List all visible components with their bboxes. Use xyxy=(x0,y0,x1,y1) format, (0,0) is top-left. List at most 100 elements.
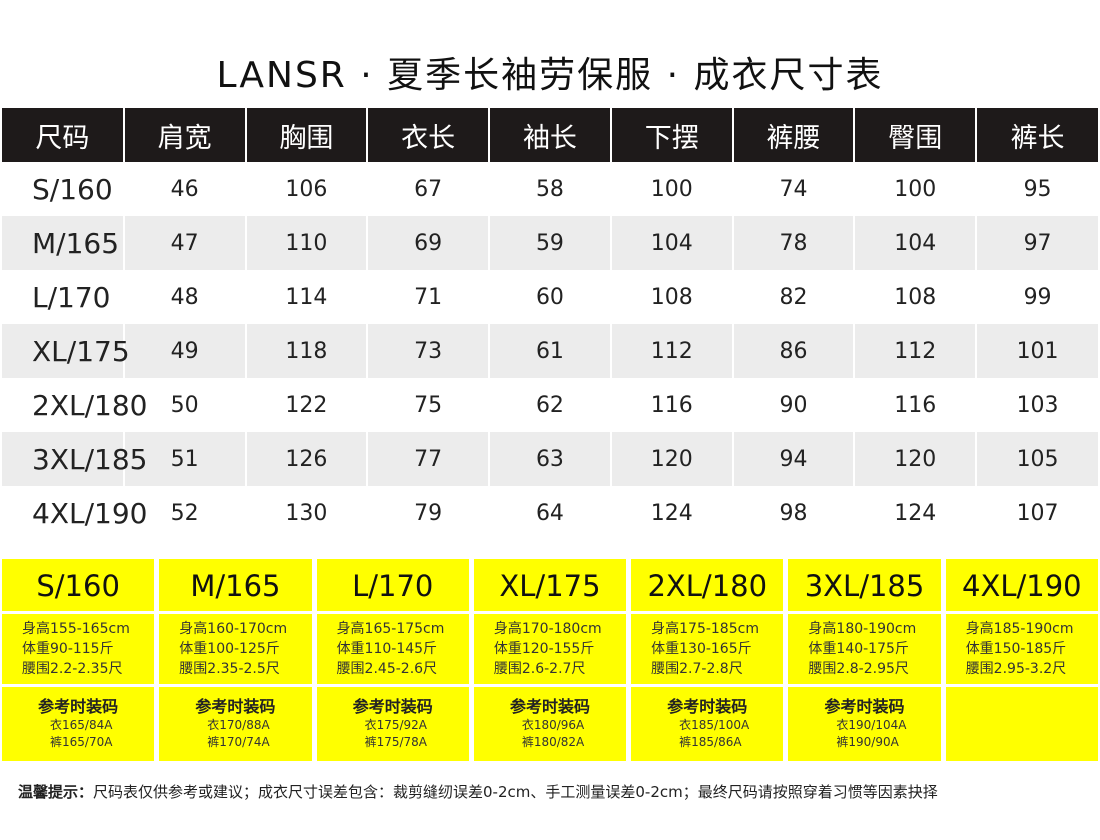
fashion-size-line: 裤180/82A xyxy=(521,735,585,749)
measure-cell: 82 xyxy=(731,270,855,324)
measure-cell: 120 xyxy=(853,432,977,486)
size-cell: L/170 xyxy=(2,270,124,324)
body-measurements: 身高160-170cm 体重100-125斤 腰围2.35-2.5尺 xyxy=(159,614,312,684)
reference-size-label: L/170 xyxy=(316,559,469,611)
table-row: XL/175 49 118 73 61 112 86 112 101 xyxy=(2,324,1098,378)
measurement-line: 体重120-155斤 xyxy=(493,641,595,657)
size-cell: S/160 xyxy=(2,162,124,216)
size-reference-column: M/165 身高160-170cm 体重100-125斤 腰围2.35-2.5尺 参考时… xyxy=(159,559,312,764)
body-measurements: 身高175-185cm 体重130-165斤 腰围2.7-2.8尺 xyxy=(631,614,784,684)
fashion-size-line: 衣170/88A xyxy=(207,718,270,732)
tip-text: 尺码表仅供参考或建议；成衣尺寸误差包含：裁剪缝纫误差0-2cm、手工测量误差0-… xyxy=(93,783,938,801)
table-row: S/160 46 106 67 58 100 74 100 95 xyxy=(2,162,1098,216)
measure-cell: 58 xyxy=(488,162,611,216)
measure-cell: 94 xyxy=(731,432,855,486)
size-cell: XL/175 xyxy=(2,324,130,378)
measure-cell: 67 xyxy=(366,162,490,216)
measure-cell: 61 xyxy=(488,324,611,378)
measure-cell: 108 xyxy=(853,270,977,324)
measure-cell: 116 xyxy=(609,378,733,432)
column-header: 肩宽 xyxy=(122,108,246,162)
column-header: 胸围 xyxy=(244,108,368,162)
measure-cell: 49 xyxy=(122,324,246,378)
measure-cell: 112 xyxy=(853,324,977,378)
measure-cell: 48 xyxy=(122,270,246,324)
measurement-line: 身高180-190cm xyxy=(808,621,917,637)
measure-cell: 62 xyxy=(488,378,611,432)
measurement-line: 身高155-165cm xyxy=(22,621,130,637)
size-reference-column: 3XL/185 身高180-190cm 体重140-175斤 腰围2.8-2.95尺参… xyxy=(788,559,941,764)
column-header: 裤腰 xyxy=(731,108,855,162)
measure-cell: 51 xyxy=(122,432,246,486)
table-header-row: 尺码 肩宽 胸围 衣长 袖长 下摆 裤腰 臀围 裤长 xyxy=(2,108,1098,162)
measurement-line: 身高175-185cm xyxy=(651,621,759,637)
table-row: 3XL/185 51 126 77 63 120 94 120 105 xyxy=(2,432,1098,486)
measure-cell: 99 xyxy=(975,270,1098,324)
page-title: LANSR · 夏季长袖劳保服 · 成衣尺寸表 xyxy=(216,55,884,96)
fashion-size-reference xyxy=(945,687,1098,761)
measure-cell: 130 xyxy=(244,486,368,540)
reference-size-label: 2XL/180 xyxy=(631,559,784,611)
measurement-line: 身高165-175cm xyxy=(336,621,445,637)
measure-cell: 103 xyxy=(975,378,1098,432)
measure-cell: 79 xyxy=(366,486,490,540)
size-cell: M/165 xyxy=(2,216,124,270)
body-measurements: 身高155-165cm 体重90-115斤 腰围2.2-2.35尺 xyxy=(2,614,155,684)
measure-cell: 107 xyxy=(975,486,1098,540)
measure-cell: 52 xyxy=(122,486,246,540)
measure-cell: 101 xyxy=(975,324,1098,378)
measure-cell: 86 xyxy=(731,324,855,378)
fashion-size-reference: 参考时装码 衣190/104A 裤190/90A xyxy=(788,687,941,761)
measure-cell: 71 xyxy=(366,270,490,324)
measure-cell: 59 xyxy=(488,216,611,270)
measure-cell: 64 xyxy=(488,486,611,540)
measurement-line: 体重150-185斤 xyxy=(965,641,1067,657)
fashion-size-title: 参考时装码 xyxy=(38,697,119,716)
measure-cell: 69 xyxy=(366,216,490,270)
measure-cell: 60 xyxy=(488,270,611,324)
measure-cell: 100 xyxy=(853,162,977,216)
body-measurements: 身高170-180cm 体重120-155斤 腰围2.6-2.7尺 xyxy=(473,614,627,684)
fashion-size-title: 参考时装码 xyxy=(195,697,276,716)
measurement-line: 体重100-125斤 xyxy=(179,641,280,657)
measure-cell: 97 xyxy=(975,216,1098,270)
measure-cell: 90 xyxy=(731,378,855,432)
measurement-line: 腰围2.2-2.35尺 xyxy=(22,661,123,677)
tip-note: 温馨提示：尺码表仅供参考或建议；成衣尺寸误差包含：裁剪缝纫误差0-2cm、手工测… xyxy=(18,780,1098,804)
fashion-size-title: 参考时装码 xyxy=(824,697,905,716)
fashion-size-title: 参考时装码 xyxy=(509,697,590,716)
size-reference-column: XL/175 身高170-180cm 体重120-155斤 腰围2.6-2.7尺参考时… xyxy=(473,559,627,764)
measure-cell: 75 xyxy=(366,378,490,432)
measure-cell: 73 xyxy=(366,324,490,378)
measure-cell: 95 xyxy=(975,162,1098,216)
measurement-line: 腰围2.7-2.8尺 xyxy=(651,661,743,677)
size-cell: 2XL/180 xyxy=(2,378,147,432)
body-measurements: 身高185-190cm 体重150-185斤 腰围2.95-3.2尺 xyxy=(945,614,1098,684)
column-header: 袖长 xyxy=(488,108,611,162)
measurement-line: 身高185-190cm xyxy=(965,621,1074,637)
measure-cell: 108 xyxy=(609,270,733,324)
fashion-size-line: 衣190/104A xyxy=(836,718,907,732)
column-header: 尺码 xyxy=(2,108,124,162)
measurement-line: 体重90-115斤 xyxy=(22,641,114,657)
measure-cell: 74 xyxy=(731,162,855,216)
measure-cell: 106 xyxy=(244,162,368,216)
measurement-line: 体重110-145斤 xyxy=(336,641,438,657)
measure-cell: 124 xyxy=(609,486,733,540)
size-reference-column: 2XL/180 身高175-185cm 体重130-165斤 腰围2.7-2.8尺 参考… xyxy=(631,559,784,764)
measurement-line: 腰围2.6-2.7尺 xyxy=(493,661,586,677)
reference-size-label: 3XL/185 xyxy=(788,559,941,611)
measure-cell: 118 xyxy=(244,324,368,378)
fashion-size-line: 裤170/74A xyxy=(207,735,270,749)
measure-cell: 50 xyxy=(122,378,246,432)
reference-size-label: XL/175 xyxy=(473,559,627,611)
measure-cell: 77 xyxy=(366,432,490,486)
fashion-size-reference: 参考时装码 衣175/92A 裤175/78A xyxy=(316,687,469,761)
measure-cell: 100 xyxy=(609,162,733,216)
measure-cell: 46 xyxy=(122,162,246,216)
size-cell: 3XL/185 xyxy=(2,432,147,486)
size-cell: 4XL/190 xyxy=(2,486,147,540)
measure-cell: 126 xyxy=(244,432,368,486)
table-row: L/170 48 114 71 60 108 82 108 99 xyxy=(2,270,1098,324)
